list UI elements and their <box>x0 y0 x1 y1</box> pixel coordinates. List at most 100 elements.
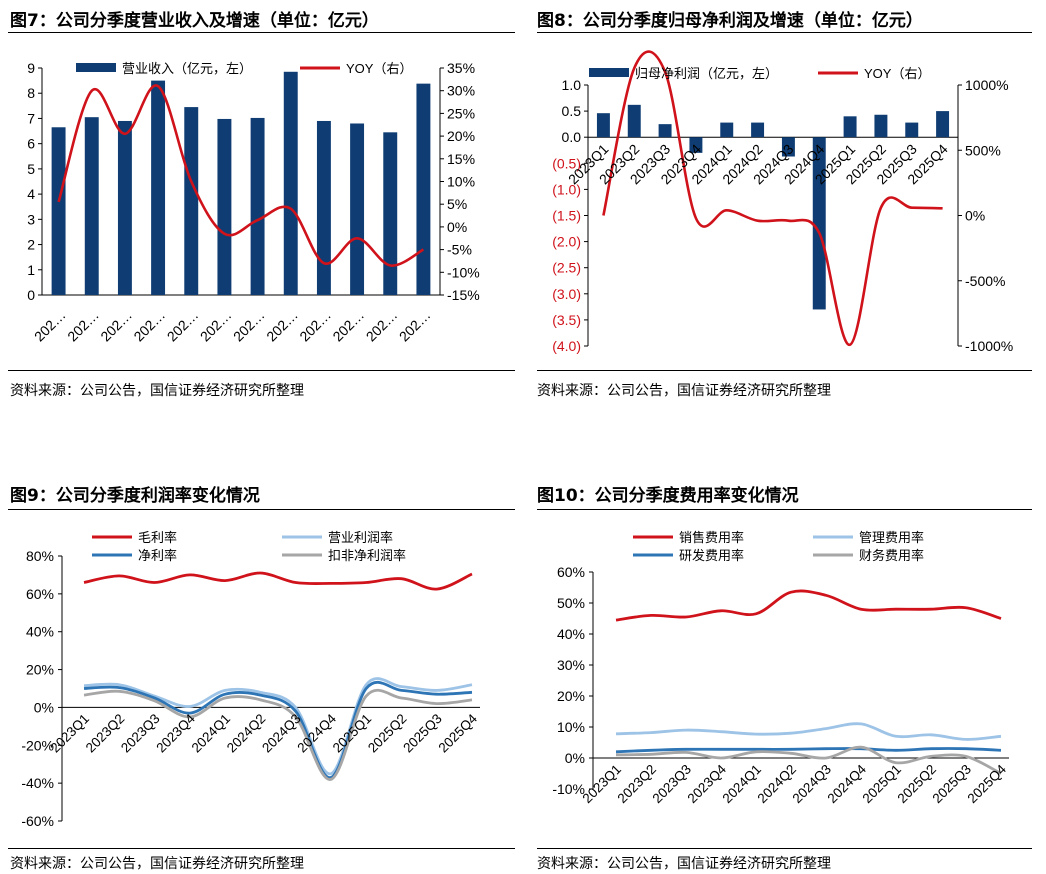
series-line-0 <box>615 589 1002 622</box>
title-rule <box>8 32 515 33</box>
bar <box>250 117 265 295</box>
bar <box>658 124 672 138</box>
y2-tick-label: 15% <box>447 151 475 167</box>
y2-tick-label: -10% <box>447 264 480 280</box>
series-line-3 <box>615 745 1002 775</box>
x-tick-label: 202… <box>31 307 69 345</box>
y-tick-label: (0.5) <box>552 155 581 171</box>
y2-tick-label: -1000% <box>965 338 1013 354</box>
legend-label: 营业收入（亿元，左） <box>122 61 252 76</box>
bar <box>84 117 99 295</box>
legend-label: YOY（右） <box>346 61 412 76</box>
figure-10-panel: 图10：公司分季度费用率变化情况 -10% 0% 10% 20% 30% 40% 50% 60… <box>523 437 1046 874</box>
y-tick-label: -20% <box>21 737 54 753</box>
y2-tick-label: 35% <box>447 60 475 76</box>
y-tick-label: 50% <box>557 595 585 611</box>
y-tick-label: 40% <box>26 624 54 640</box>
bar <box>905 122 919 138</box>
legend-label: 毛利率 <box>138 530 177 545</box>
y-tick-label: (3.5) <box>552 312 581 328</box>
figure-8-source: 资料来源：公司公告，国信证券经济研究所整理 <box>537 383 831 399</box>
legend-label: 财务费用率 <box>859 548 924 563</box>
legend-label: 管理费用率 <box>859 530 924 545</box>
y2-tick-label: 20% <box>447 128 475 144</box>
x-tick-label: 202… <box>230 307 268 345</box>
source-rule <box>537 370 1032 371</box>
bar <box>874 114 888 138</box>
yoy-line <box>57 84 425 267</box>
legend-swatch-bar <box>76 63 116 72</box>
bar <box>350 123 365 295</box>
bar <box>184 107 199 295</box>
y-tick-label: 9 <box>27 60 35 76</box>
y2-tick-label: 0% <box>447 219 467 235</box>
legend-label: YOY（右） <box>864 66 930 81</box>
y2-tick-label: 30% <box>447 83 475 99</box>
x-tick-label: 2025Q4 <box>436 711 481 756</box>
net-profit-chart: (4.0) (3.5) (3.0) (2.5) (2.0) (1.5) (1.0) (0.5)… <box>552 50 1013 354</box>
bar <box>751 122 765 138</box>
figure-9-source: 资料来源：公司公告，国信证券经济研究所整理 <box>10 856 304 872</box>
series-line-1 <box>83 677 473 776</box>
series-line-2 <box>83 681 473 779</box>
figure-9-panel: 图9：公司分季度利润率变化情况 -60% -40% -20% 0% 20% 40% 60% 8… <box>0 437 523 874</box>
legend-label: 扣非净利润率 <box>328 548 406 563</box>
x-tick-label: 202… <box>64 307 102 345</box>
figure-9-title: 图9：公司分季度利润率变化情况 <box>10 486 260 506</box>
title-rule <box>537 32 1032 33</box>
y-tick-label: 60% <box>26 586 54 602</box>
bar <box>117 120 132 295</box>
y2-tick-label: -500% <box>965 273 1005 289</box>
y-tick-label: -40% <box>21 775 54 791</box>
y-tick-label: 1.0 <box>562 77 582 93</box>
title-rule <box>8 509 515 510</box>
source-rule <box>537 848 1032 849</box>
y-tick-label: 60% <box>557 564 585 580</box>
bar <box>720 122 734 138</box>
y-tick-label: 40% <box>557 626 585 642</box>
bar <box>51 127 66 296</box>
y-tick-label: (1.0) <box>552 181 581 197</box>
bar <box>936 111 950 138</box>
y-tick-label: 80% <box>26 548 54 564</box>
y-tick-label: (2.5) <box>552 260 581 276</box>
revenue-chart: 0 1 2 3 4 5 6 7 8 9 -15% -10% -5% 0% 5% 10% 15% 20% 25% 30%… <box>27 60 480 345</box>
bar <box>627 104 641 138</box>
bar <box>316 120 331 295</box>
legend-swatch-bar <box>589 68 629 77</box>
figure-10-title: 图10：公司分季度费用率变化情况 <box>537 486 799 506</box>
bar <box>843 116 857 138</box>
y-tick-label: 20% <box>557 688 585 704</box>
y2-tick-label: 0% <box>965 208 985 224</box>
legend-label: 销售费用率 <box>679 530 744 545</box>
x-tick-label: 202… <box>396 307 434 345</box>
y2-tick-label: 10% <box>447 174 475 190</box>
y-tick-label: 7 <box>27 110 35 126</box>
bar <box>283 71 298 296</box>
series-line-3 <box>83 688 473 781</box>
legend-label: 归母净利润（亿元，左） <box>635 66 778 81</box>
series-line-1 <box>615 722 1002 741</box>
y-tick-label: (2.0) <box>552 234 581 250</box>
legend-label: 营业利润率 <box>328 530 393 545</box>
y-tick-label: (3.0) <box>552 286 581 302</box>
x-tick-label: 202… <box>329 307 367 345</box>
bar <box>383 132 398 295</box>
bar <box>416 83 431 295</box>
x-tick-label: 202… <box>363 307 401 345</box>
y2-tick-label: 25% <box>447 105 475 121</box>
y-tick-label: 6 <box>27 136 35 152</box>
figure-8-panel: 图8：公司分季度归母净利润及增速（单位：亿元） (4.0) (3.5) (3.0)(… <box>523 0 1046 437</box>
x-tick-label: 202… <box>197 307 235 345</box>
y-tick-label: 3 <box>27 211 35 227</box>
x-tick-label: 202… <box>130 307 168 345</box>
y-tick-label: 8 <box>27 85 35 101</box>
y-tick-label: 10% <box>557 719 585 735</box>
y2-tick-label: -15% <box>447 287 480 303</box>
x-tick-label: 2025Q4 <box>965 761 1010 806</box>
source-rule <box>8 370 515 371</box>
margin-chart: -60%-40%-20%0%20%40%60%80%2023Q12023Q220… <box>21 530 481 829</box>
legend-label: 净利率 <box>138 548 177 563</box>
y-tick-label: 30% <box>557 657 585 673</box>
bar <box>151 80 166 295</box>
